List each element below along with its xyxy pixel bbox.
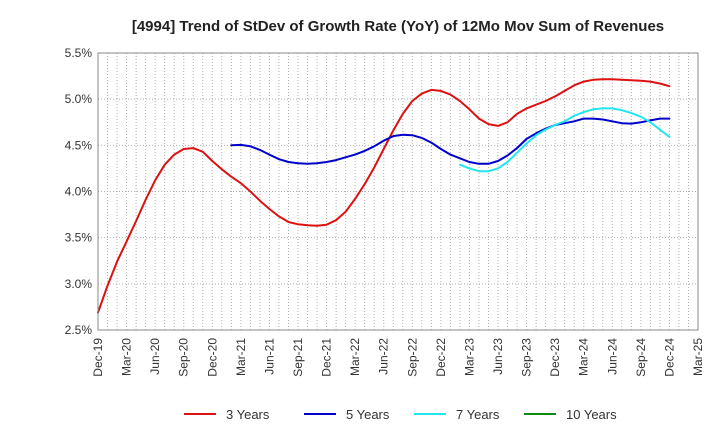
plot-border: [97, 52, 699, 331]
legend-label: 7 Years: [456, 407, 500, 422]
x-tick-label: Sep-20: [177, 338, 191, 377]
chart-title: [4994] Trend of StDev of Growth Rate (Yo…: [132, 18, 664, 35]
chart-axes: 2.5% 3.0% 3.5% 4.0% 4.5% 5.0% 5.5% Dec-19 Mar-20…: [65, 46, 705, 377]
x-tick-label: Sep-21: [291, 338, 305, 377]
y-tick-label: 4.5%: [65, 138, 93, 152]
legend-label: 10 Years: [566, 407, 617, 422]
series-layer: [97, 78, 671, 314]
x-tick-label: Dec-19: [91, 338, 105, 377]
y-tick-label: 5.0%: [65, 92, 93, 106]
x-tick-label: Mar-21: [234, 338, 248, 376]
x-tick-label: Mar-25: [691, 338, 705, 376]
x-tick-label: Sep-23: [520, 338, 534, 377]
x-tick-label: Mar-22: [348, 338, 362, 376]
x-tick-label: Mar-24: [577, 338, 591, 376]
x-tick-label: Dec-20: [205, 338, 219, 377]
y-tick-label: 3.5%: [65, 231, 93, 245]
x-tick-label: Sep-24: [634, 338, 648, 377]
x-tick-label: Dec-22: [434, 338, 448, 377]
x-tick-label: Mar-23: [462, 338, 476, 376]
chart-grid: [97, 52, 699, 331]
series-line-7-years: [458, 107, 671, 173]
x-tick-label: Dec-24: [662, 338, 676, 377]
x-tick-label: Mar-20: [120, 338, 134, 376]
y-tick-label: 5.5%: [65, 46, 93, 60]
chart-legend: 3 Years 5 Years 7 Years 10 Years: [184, 407, 617, 422]
x-tick-label: Jun-23: [491, 338, 505, 375]
x-tick-label: Jun-20: [148, 338, 162, 375]
x-tick-label: Dec-23: [548, 338, 562, 377]
series-line-5-years: [230, 117, 671, 165]
x-tick-label: Sep-22: [405, 338, 419, 377]
y-tick-label: 4.0%: [65, 185, 93, 199]
x-tick-label: Jun-22: [377, 338, 391, 375]
y-tick-label: 2.5%: [65, 323, 93, 337]
legend-label: 5 Years: [346, 407, 390, 422]
y-tick-label: 3.0%: [65, 277, 93, 291]
series-line-3-years: [97, 78, 671, 314]
x-tick-label: Dec-21: [320, 338, 334, 377]
x-tick-label: Jun-21: [262, 338, 276, 375]
x-tick-label: Jun-24: [605, 338, 619, 375]
legend-label: 3 Years: [226, 407, 270, 422]
